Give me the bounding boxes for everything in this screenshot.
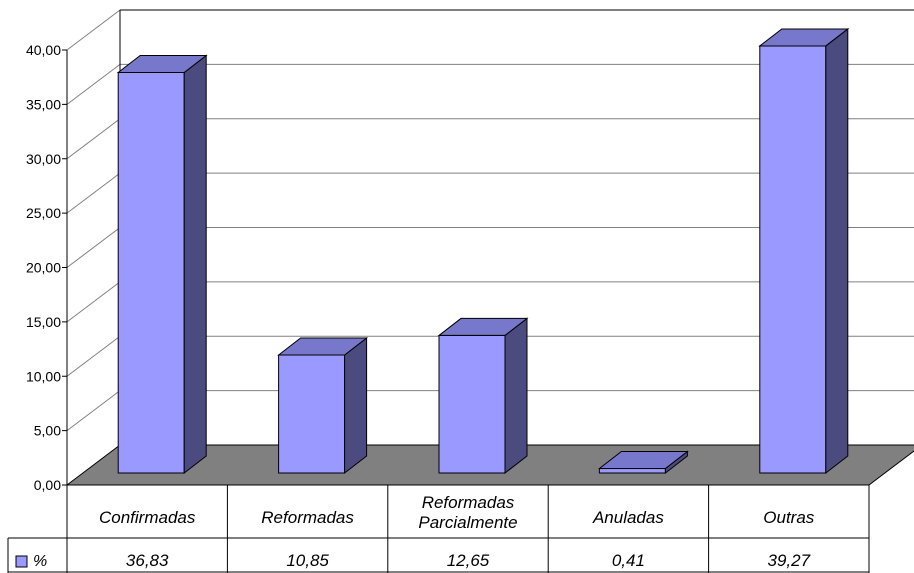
- y-tick-label: 25,00: [26, 205, 61, 221]
- category-label: Confirmadas: [99, 508, 196, 527]
- bar-top: [597, 451, 689, 470]
- bars: [116, 27, 850, 475]
- value-label: 39,27: [768, 551, 811, 570]
- legend-swatch: [15, 555, 28, 568]
- gridline-diagonal: [66, 335, 121, 377]
- y-axis: 0,00 5,00 10,00 15,00 20,00 25,00 30,00 35,00 40…: [26, 42, 68, 493]
- legend-label: %: [33, 553, 47, 570]
- bar-side: [344, 336, 368, 475]
- bar-top: [277, 337, 369, 356]
- value-label: 0,41: [612, 551, 645, 570]
- y-tick-label: 10,00: [26, 368, 61, 384]
- bar-front: [598, 468, 666, 474]
- bar-front: [438, 334, 506, 474]
- bar: [437, 317, 529, 475]
- gridline-diagonal: [66, 118, 121, 160]
- bar: [758, 27, 850, 475]
- bar-top: [116, 54, 208, 73]
- category-label: Reformadas: [261, 508, 354, 527]
- gridline-diagonal: [66, 281, 121, 323]
- y-tick-label: 35,00: [26, 96, 61, 112]
- data-table: Confirmadas 36,83 Reformadas 10,85 Reformada…: [7, 484, 870, 573]
- bar-side: [183, 54, 207, 475]
- value-label: 36,83: [126, 551, 169, 570]
- gridline-diagonal: [66, 63, 121, 105]
- value-label: 10,85: [286, 551, 329, 570]
- category-label: Anuladas: [592, 508, 664, 527]
- category-label: Outras: [763, 508, 815, 527]
- gridline-diagonal: [66, 390, 121, 432]
- y-tick-label: 15,00: [26, 314, 61, 330]
- bar-front: [117, 71, 185, 474]
- y-tick-label: 40,00: [26, 42, 61, 58]
- bar: [597, 450, 689, 475]
- bar-top: [437, 317, 529, 336]
- y-tick-label: 5,00: [34, 423, 61, 439]
- category-label: Parcialmente: [418, 513, 517, 532]
- y-tick-label: 30,00: [26, 151, 61, 167]
- bar-side: [825, 27, 849, 475]
- category-label: Reformadas: [422, 493, 515, 512]
- bar-front: [759, 45, 827, 474]
- value-label: 12,65: [447, 551, 490, 570]
- bar-top: [758, 28, 850, 47]
- gridline-diagonal: [66, 9, 121, 51]
- bar: [277, 336, 369, 475]
- y-tick-label: 0,00: [34, 477, 61, 493]
- bar-front: [278, 354, 346, 474]
- gridline-diagonal: [66, 172, 121, 214]
- bar: [116, 54, 208, 475]
- y-tick-label: 20,00: [26, 260, 61, 276]
- bar-side: [504, 317, 528, 475]
- gridline-diagonal: [66, 227, 121, 268]
